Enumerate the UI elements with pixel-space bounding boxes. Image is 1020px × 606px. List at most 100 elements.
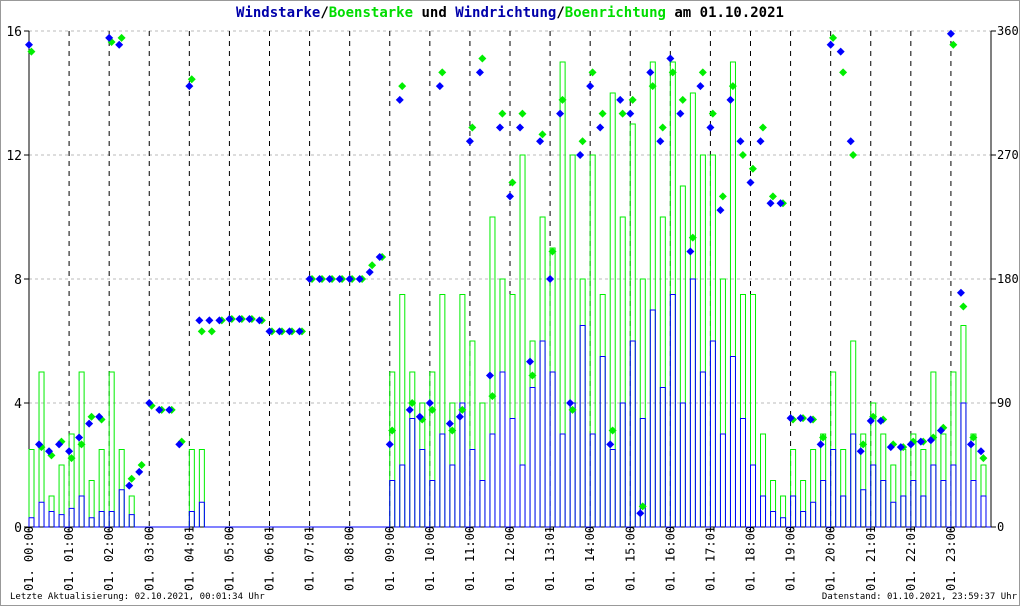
direction-point-windrichtung xyxy=(906,440,915,449)
direction-point-windrichtung xyxy=(536,137,545,146)
direction-point-boenrichtung xyxy=(768,192,777,201)
x-tick-label: 01. 12:00 xyxy=(503,526,517,591)
direction-point-windrichtung xyxy=(776,199,785,208)
direction-point-windrichtung xyxy=(25,40,33,49)
direction-point-windrichtung xyxy=(576,151,585,159)
direction-point-windrichtung xyxy=(65,447,74,456)
direction-point-windrichtung xyxy=(646,68,655,77)
direction-point-boenrichtung xyxy=(398,82,407,91)
direction-point-boenrichtung xyxy=(528,371,537,380)
title-direction: Windrichtung xyxy=(455,5,557,21)
direction-point-boenrichtung xyxy=(608,426,617,435)
direction-point-boenrichtung xyxy=(849,151,858,159)
direction-point-windrichtung xyxy=(35,440,44,449)
direction-point-windrichtung xyxy=(365,268,374,277)
direction-point-windrichtung xyxy=(866,416,875,425)
direction-point-boenrichtung xyxy=(67,454,76,463)
x-tick-label: 01. 07:01 xyxy=(303,526,317,591)
direction-point-windrichtung xyxy=(766,199,775,208)
direction-point-boenrichtung xyxy=(488,392,497,401)
direction-point-boenrichtung xyxy=(458,405,467,414)
direction-point-boenrichtung xyxy=(658,123,667,132)
direction-point-boenrichtung xyxy=(839,68,848,77)
direction-point-windrichtung xyxy=(45,447,54,456)
x-tick-label: 01. 03:00 xyxy=(142,526,156,591)
direction-point-boenrichtung xyxy=(708,109,717,118)
x-tick-label: 01. 20:00 xyxy=(824,526,838,591)
y-right-tick-label: 360 xyxy=(997,24,1019,38)
direction-point-boenrichtung xyxy=(859,440,868,449)
direction-point-windrichtung xyxy=(165,405,174,414)
direction-point-boenrichtung xyxy=(568,405,577,414)
direction-point-windrichtung xyxy=(756,137,765,146)
direction-point-windrichtung xyxy=(455,412,464,421)
direction-point-windrichtung xyxy=(55,440,64,449)
direction-point-boenrichtung xyxy=(578,137,587,146)
direction-point-windrichtung xyxy=(95,412,104,421)
last-update: Letzte Aktualisierung: 02.10.2021, 00:01… xyxy=(10,592,265,602)
direction-point-windrichtung xyxy=(886,443,895,452)
x-tick-label: 01. 11:00 xyxy=(463,526,477,591)
direction-point-boenrichtung xyxy=(27,47,36,56)
direction-point-boenrichtung xyxy=(498,109,507,118)
direction-point-windrichtung xyxy=(516,123,525,132)
direction-point-boenrichtung xyxy=(949,40,958,49)
direction-point-windrichtung xyxy=(285,327,294,336)
title-wind: Windstarke xyxy=(236,5,321,21)
direction-point-windrichtung xyxy=(265,327,274,336)
direction-point-boenrichtung xyxy=(969,433,978,442)
direction-point-boenrichtung xyxy=(87,412,96,421)
x-tick-label: 01. 01:00 xyxy=(62,526,76,591)
direction-point-windrichtung xyxy=(245,314,254,323)
direction-point-windrichtung xyxy=(876,416,885,425)
direction-point-boenrichtung xyxy=(368,261,377,270)
direction-point-windrichtung xyxy=(686,247,695,256)
direction-point-windrichtung xyxy=(806,415,815,424)
direction-point-windrichtung xyxy=(295,327,304,336)
title-gust-direction: Boenrichtung xyxy=(564,5,666,21)
title-sep: / xyxy=(556,5,565,21)
direction-point-windrichtung xyxy=(936,426,945,435)
direction-point-boenrichtung xyxy=(959,302,968,311)
direction-point-windrichtung xyxy=(355,275,364,283)
direction-point-windrichtung xyxy=(125,481,134,490)
y-right-tick-label: 270 xyxy=(997,148,1019,162)
direction-point-boenrichtung xyxy=(558,95,567,104)
direction-point-boenrichtung xyxy=(678,95,687,104)
direction-point-boenrichtung xyxy=(819,433,828,442)
direction-point-windrichtung xyxy=(846,137,855,146)
x-tick-label: 01. 22:01 xyxy=(904,526,918,591)
direction-point-windrichtung xyxy=(556,109,565,118)
direction-point-boenrichtung xyxy=(468,123,477,132)
direction-point-boenrichtung xyxy=(758,123,767,132)
direction-point-windrichtung xyxy=(596,123,605,132)
direction-point-windrichtung xyxy=(706,123,715,132)
x-tick-label: 01. 18:00 xyxy=(744,526,758,591)
direction-point-windrichtung xyxy=(736,137,745,146)
direction-point-boenrichtung xyxy=(748,164,757,173)
title-sep: / xyxy=(320,5,329,21)
y-left-tick-label: 12 xyxy=(6,149,22,164)
direction-point-windrichtung xyxy=(716,206,725,215)
y-right-tick-label: 90 xyxy=(997,396,1011,410)
direction-point-windrichtung xyxy=(896,443,905,452)
direction-point-boenrichtung xyxy=(668,68,677,77)
title-and: und xyxy=(413,5,456,21)
direction-point-boenrichtung xyxy=(979,454,988,463)
direction-point-boenrichtung xyxy=(388,426,397,435)
direction-point-windrichtung xyxy=(606,440,615,449)
direction-point-boenrichtung xyxy=(438,68,447,77)
y-left-tick-label: 16 xyxy=(6,25,22,40)
x-tick-label: 01. 00:00 xyxy=(22,526,36,591)
x-tick-label: 01. 21:01 xyxy=(864,526,878,591)
direction-point-windrichtung xyxy=(135,467,144,476)
direction-point-windrichtung xyxy=(506,192,514,201)
direction-point-boenrichtung xyxy=(698,68,707,77)
direction-point-boenrichtung xyxy=(718,192,727,201)
direction-point-boenrichtung xyxy=(538,130,547,139)
direction-point-windrichtung xyxy=(976,447,985,456)
direction-point-boenrichtung xyxy=(77,440,86,449)
direction-point-windrichtung xyxy=(255,316,264,325)
